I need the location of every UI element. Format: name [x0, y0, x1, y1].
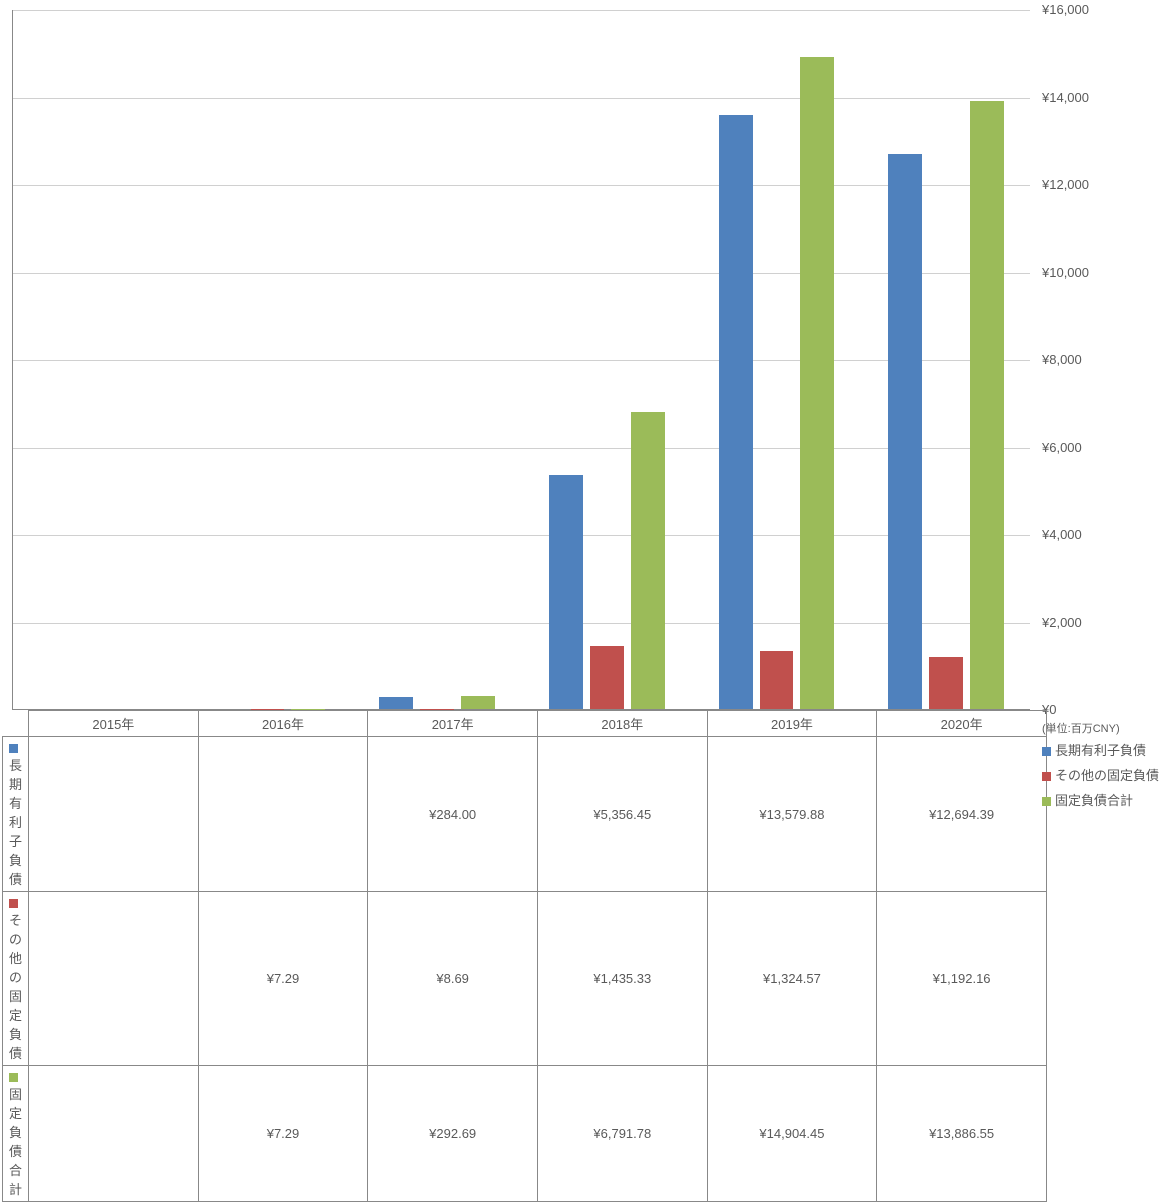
bar — [888, 154, 922, 709]
table-corner-cell — [3, 711, 29, 737]
table-cell — [29, 892, 199, 1066]
gridline — [13, 98, 1030, 99]
table-row-header: 長期有利子負債 — [3, 737, 29, 892]
table-row-header: 固定負債合計 — [3, 1066, 29, 1202]
legend-item: 固定負債合計 — [1042, 790, 1159, 809]
table-row-header: その他の固定負債 — [3, 892, 29, 1066]
legend-swatch — [9, 899, 18, 908]
table-cell: ¥5,356.45 — [537, 737, 707, 892]
data-table: 2015年2016年2017年2018年2019年2020年長期有利子負債 ¥28… — [2, 710, 1047, 1202]
table-cell: ¥1,324.57 — [707, 892, 877, 1066]
ytick-label: ¥6,000 — [1042, 440, 1082, 455]
legend-item: 長期有利子負債 — [1042, 740, 1159, 759]
plot-area — [12, 10, 1030, 710]
legend-swatch — [1042, 747, 1051, 756]
table-cell: ¥1,435.33 — [537, 892, 707, 1066]
ytick-label: ¥8,000 — [1042, 352, 1082, 367]
table-column-header: 2017年 — [368, 711, 538, 737]
table-cell: ¥13,886.55 — [877, 1066, 1047, 1202]
table-cell: ¥13,579.88 — [707, 737, 877, 892]
legend-swatch — [1042, 772, 1051, 781]
table-column-header: 2018年 — [537, 711, 707, 737]
table-column-header: 2020年 — [877, 711, 1047, 737]
legend-swatch — [1042, 797, 1051, 806]
table-cell: ¥284.00 — [368, 737, 538, 892]
table-cell: ¥6,791.78 — [537, 1066, 707, 1202]
legend-label: 固定負債合計 — [1055, 793, 1133, 808]
series-name: その他の固定負債 — [9, 913, 22, 1061]
table-column-header: 2016年 — [198, 711, 368, 737]
ytick-label: ¥14,000 — [1042, 90, 1089, 105]
bar — [461, 696, 495, 709]
legend-label: その他の固定負債 — [1055, 768, 1159, 783]
table-cell: ¥12,694.39 — [877, 737, 1047, 892]
table-cell: ¥7.29 — [198, 892, 368, 1066]
bar — [719, 115, 753, 709]
legend-label: 長期有利子負債 — [1055, 743, 1146, 758]
gridline — [13, 535, 1030, 536]
gridline — [13, 10, 1030, 11]
chart-container: ¥0¥2,000¥4,000¥6,000¥8,000¥10,000¥12,000… — [0, 0, 1175, 858]
series-name: 長期有利子負債 — [9, 758, 22, 887]
gridline — [13, 360, 1030, 361]
legend-item: その他の固定負債 — [1042, 765, 1159, 784]
gridline — [13, 185, 1030, 186]
bar — [590, 646, 624, 709]
table-cell: ¥7.29 — [198, 1066, 368, 1202]
gridline — [13, 623, 1030, 624]
bar — [549, 475, 583, 709]
table-cell: ¥8.69 — [368, 892, 538, 1066]
ytick-label: ¥2,000 — [1042, 615, 1082, 630]
series-name: 固定負債合計 — [9, 1087, 22, 1197]
bar — [760, 651, 794, 709]
table-cell: ¥292.69 — [368, 1066, 538, 1202]
legend-swatch — [9, 1073, 18, 1082]
ytick-label: ¥10,000 — [1042, 265, 1089, 280]
ytick-label: ¥12,000 — [1042, 177, 1089, 192]
unit-label: (単位:百万CNY) — [1042, 720, 1120, 736]
bar — [929, 657, 963, 709]
bar — [631, 412, 665, 709]
ytick-label: ¥16,000 — [1042, 2, 1089, 17]
table-cell — [29, 737, 199, 892]
legend-right: 長期有利子負債その他の固定負債固定負債合計 — [1042, 740, 1159, 815]
bar — [379, 697, 413, 709]
bar — [970, 101, 1004, 709]
table-cell — [29, 1066, 199, 1202]
table-cell: ¥14,904.45 — [707, 1066, 877, 1202]
gridline — [13, 448, 1030, 449]
table-column-header: 2015年 — [29, 711, 199, 737]
bar — [800, 57, 834, 709]
ytick-label: ¥4,000 — [1042, 527, 1082, 542]
table-cell: ¥1,192.16 — [877, 892, 1047, 1066]
gridline — [13, 273, 1030, 274]
table-column-header: 2019年 — [707, 711, 877, 737]
legend-swatch — [9, 744, 18, 753]
table-cell — [198, 737, 368, 892]
